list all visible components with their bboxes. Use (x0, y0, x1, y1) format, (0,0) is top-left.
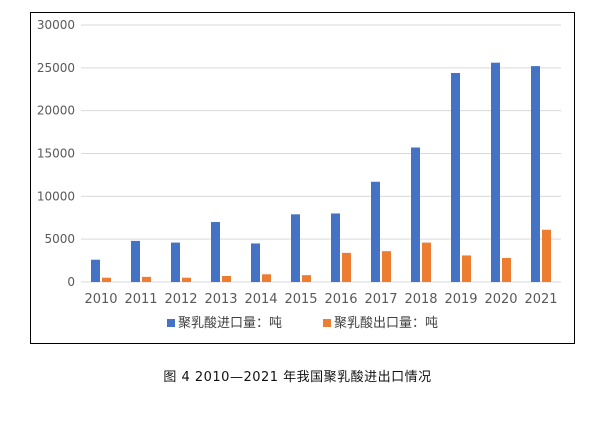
export-bar (382, 251, 391, 282)
export-bar (502, 258, 511, 282)
import-bar (211, 222, 220, 282)
import-bar (491, 62, 500, 283)
x-tick-label: 2020 (484, 292, 517, 307)
x-tick-label: 2014 (244, 292, 277, 307)
y-tick-label: 15000 (37, 147, 75, 161)
export-bar (102, 277, 111, 282)
figure-caption: 图 4 2010—2021 年我国聚乳酸进出口情况 (163, 370, 432, 385)
y-tick-label: 0 (67, 275, 75, 289)
export-bar (142, 276, 151, 282)
x-tick-label: 2019 (444, 292, 477, 307)
x-tick-label: 2017 (364, 292, 397, 307)
import-bar (171, 242, 180, 282)
export-bar (302, 275, 311, 282)
import-bar (411, 147, 420, 282)
x-tick-label: 2010 (84, 292, 117, 307)
x-tick-label: 2011 (124, 292, 157, 307)
import-bar (91, 259, 100, 282)
legend-swatch (323, 319, 331, 327)
export-bar (462, 255, 471, 282)
bar-chart: 0 5000 10000 15000 20000 25000 30000 2010 2011 20… (37, 18, 561, 331)
legend-label: 聚乳酸进口量：吨 (178, 316, 282, 331)
y-tick-label: 20000 (37, 104, 75, 118)
import-bar (131, 240, 140, 282)
import-bar (451, 72, 460, 282)
x-tick-label: 2013 (204, 292, 237, 307)
x-tick-label: 2018 (404, 292, 437, 307)
legend-label: 聚乳酸出口量：吨 (334, 316, 438, 331)
import-bar (371, 181, 380, 282)
import-bar (331, 213, 340, 282)
legend-swatch (167, 319, 175, 327)
export-bar (342, 252, 351, 282)
chart-frame: 0 5000 10000 15000 20000 25000 30000 2010 2011 20… (30, 12, 575, 344)
export-bar (262, 274, 271, 282)
import-bar (251, 243, 260, 282)
y-tick-label: 25000 (37, 61, 75, 75)
export-bar (422, 242, 431, 282)
import-bar (291, 214, 300, 282)
x-tick-label: 2021 (524, 292, 557, 307)
y-tick-label: 5000 (44, 232, 75, 246)
x-tick-label: 2016 (324, 292, 357, 307)
x-tick-label: 2015 (284, 292, 317, 307)
y-tick-label: 10000 (37, 189, 75, 203)
export-bar (182, 277, 191, 282)
import-bar (531, 66, 540, 282)
export-bar (542, 229, 551, 282)
x-tick-label: 2012 (164, 292, 197, 307)
export-bar (222, 276, 231, 282)
y-tick-label: 30000 (37, 18, 75, 32)
